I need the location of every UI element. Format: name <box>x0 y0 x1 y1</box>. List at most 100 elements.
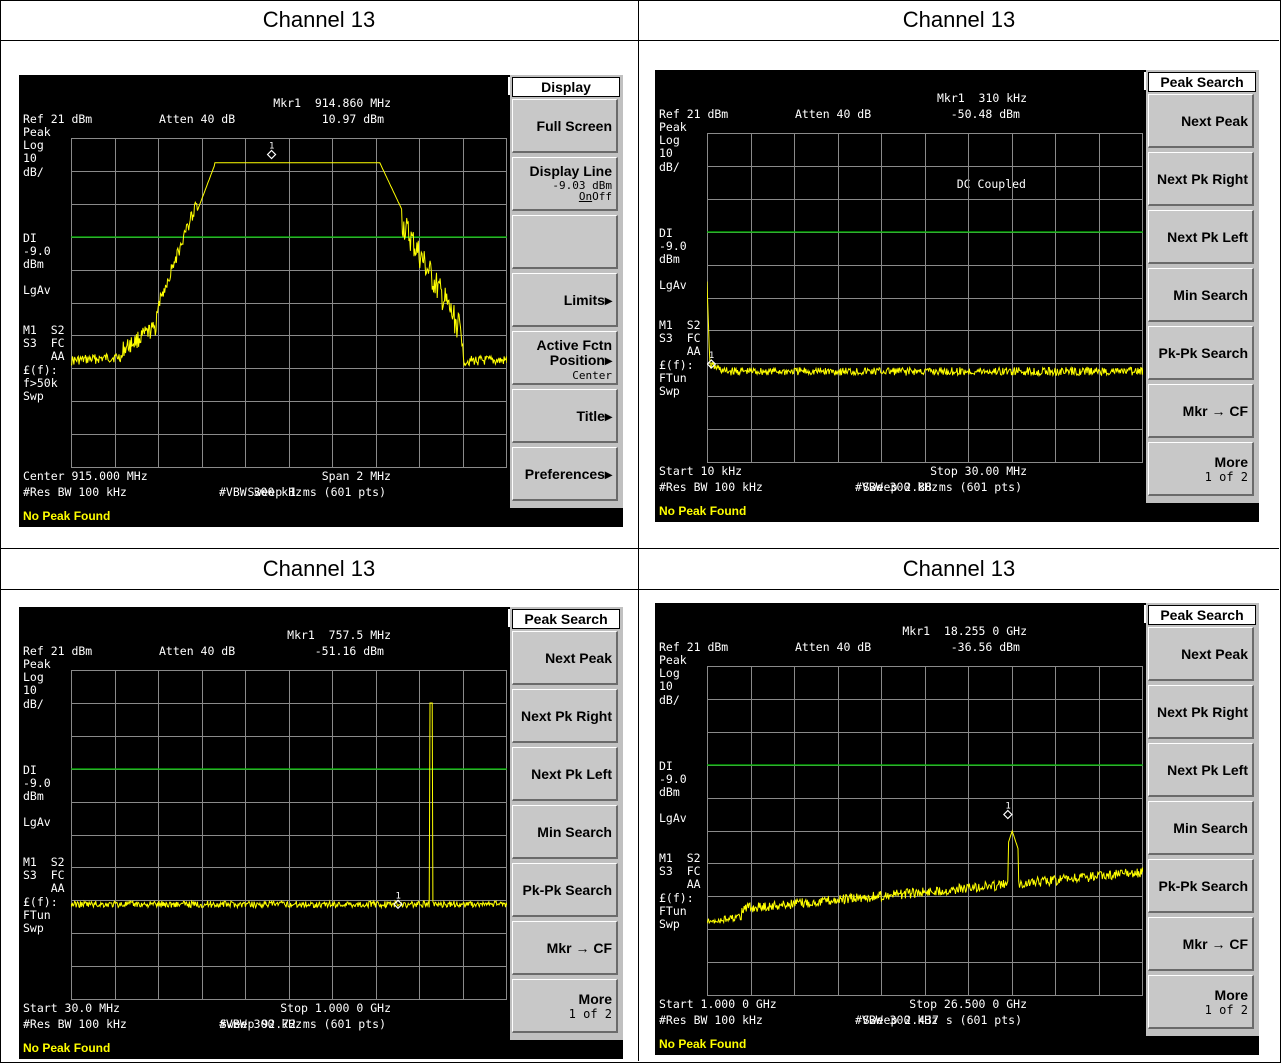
softkey-label: Min Search <box>1173 287 1248 303</box>
side-annotation: S3 FC <box>659 864 701 879</box>
side-annotation: f>50k <box>23 375 58 390</box>
resolution-bandwidth: #Res BW 100 kHz <box>23 485 127 499</box>
on-off-toggle[interactable]: On Off <box>517 190 612 203</box>
softkey-button[interactable]: Next Pk Left <box>512 747 618 801</box>
spectrum-plot: 1 <box>71 138 507 468</box>
side-annotation: dBm <box>23 257 44 271</box>
cell-title-divider <box>0 40 638 41</box>
softkey-button[interactable]: Preferences▸ <box>512 447 618 501</box>
softkey-button[interactable]: Next Pk Left <box>1148 210 1254 264</box>
side-annotation: Peak <box>23 657 51 671</box>
softkey-label: Next Pk Right <box>1156 171 1248 187</box>
side-annotation: £(f): <box>23 894 58 909</box>
softkey-value: -9.03 dBm <box>552 179 612 192</box>
cell-title-divider <box>639 40 1279 41</box>
side-annotation: DI <box>23 230 37 245</box>
side-annotation: DI <box>23 762 37 777</box>
start-frequency: Start 10 kHz <box>659 464 743 478</box>
side-annotation: Swp <box>659 917 680 931</box>
menu-title: Peak Search <box>1148 605 1256 625</box>
softkey-button[interactable]: Next Pk Right <box>512 689 618 743</box>
start-frequency: Center 915.000 MHz <box>23 469 148 483</box>
cell-title-divider <box>639 589 1279 590</box>
reference-level: Ref 21 dBm <box>23 112 93 126</box>
side-annotation: dB/ <box>23 696 44 711</box>
spectrum-trace <box>71 702 507 910</box>
softkey-button[interactable]: Title▸ <box>512 389 618 443</box>
softkey-button[interactable]: Next Pk Right <box>1148 685 1254 739</box>
marker-number: 1 <box>269 142 274 152</box>
stop-frequency: Stop 1.000 0 GHz <box>280 1001 391 1015</box>
softkey-button[interactable]: Next Peak <box>512 631 618 685</box>
side-annotation: DI <box>659 758 673 773</box>
side-annotation: FTun <box>23 907 51 922</box>
softkey-page: 1 of 2 <box>568 1007 612 1021</box>
softkey-label: Mkr → CF <box>1182 936 1248 952</box>
sweep-time: Sweep 2.437 s (601 pts) <box>862 1013 1022 1027</box>
sweep-time: Sweep 2.88 ms (601 pts) <box>862 480 1022 494</box>
softkey-panel: Peak Search Next Peak Next Pk Right Next Pk… <box>510 607 623 1040</box>
analyzer-screenshot: ✲AgilentR TMkr1 18.255 0 GHz-36.56 dBmRe… <box>655 603 1259 1055</box>
softkey-label: Preferences▸ <box>524 466 612 482</box>
toggle-on: On <box>578 190 593 203</box>
softkey-button[interactable]: Limits▸ <box>512 273 618 327</box>
softkey-button[interactable]: Next Peak <box>1148 94 1254 148</box>
softkey-button[interactable]: More 1 of 2 <box>1148 442 1254 496</box>
softkey-button[interactable]: Display Line -9.03 dBm On Off <box>512 157 618 211</box>
cell-title: Channel 13 <box>902 556 1016 581</box>
softkey-button[interactable]: Min Search <box>512 805 618 859</box>
side-annotation: LgAv <box>23 815 51 830</box>
softkey-button[interactable]: More 1 of 2 <box>1148 975 1254 1029</box>
side-annotation: S3 FC <box>659 331 701 346</box>
side-annotation: AA <box>659 877 701 892</box>
marker-frequency: Mkr1 757.5 MHz <box>287 628 391 642</box>
softkey-label: Next Pk Left <box>531 766 612 782</box>
start-frequency: Start 1.000 0 GHz <box>659 997 777 1011</box>
stop-frequency: Span 2 MHz <box>321 469 391 483</box>
softkey-label: Min Search <box>1173 820 1248 836</box>
side-annotation: -9.0 <box>659 238 687 253</box>
side-annotation: 10 <box>23 151 37 166</box>
table-row-divider <box>0 548 1279 549</box>
softkey-button[interactable]: Mkr → CF <box>512 921 618 975</box>
menu-title: Peak Search <box>1148 72 1256 92</box>
softkey-label: Mkr → CF <box>1182 403 1248 419</box>
softkey-button[interactable]: Next Peak <box>1148 627 1254 681</box>
spectrum-trace <box>707 281 1143 378</box>
softkey-button[interactable]: Pk-Pk Search <box>1148 859 1254 913</box>
softkey-button[interactable]: Min Search <box>1148 268 1254 322</box>
softkey-button[interactable]: Next Pk Left <box>1148 743 1254 797</box>
softkey-button[interactable]: Pk-Pk Search <box>512 863 618 917</box>
softkey-button[interactable]: Pk-Pk Search <box>1148 326 1254 380</box>
softkey-label: Pk-Pk Search <box>1158 878 1249 894</box>
side-annotation: LgAv <box>23 283 51 298</box>
side-annotation: £(f): <box>659 357 694 372</box>
side-annotation: £(f): <box>659 890 694 905</box>
side-annotation: dBm <box>23 789 44 803</box>
side-annotation: Log <box>23 138 44 153</box>
marker-level: -36.56 dBm <box>950 640 1020 654</box>
spectrum-plot: 1 <box>707 133 1143 463</box>
marker-diamond-icon <box>707 359 717 369</box>
marker-number: 1 <box>709 351 714 361</box>
softkey-label-line1: Active Fctn <box>536 337 612 353</box>
softkey-label: Next Pk Right <box>520 708 612 724</box>
softkey-button[interactable]: Mkr → CF <box>1148 384 1254 438</box>
softkey-button[interactable]: Active Fctn Position▸ Center <box>512 331 618 385</box>
softkey-label: Min Search <box>537 824 612 840</box>
softkey-label: More <box>1214 987 1248 1003</box>
attenuation: Atten 40 dB <box>159 112 236 126</box>
softkey-button[interactable] <box>512 215 618 269</box>
softkey-button[interactable]: Next Pk Right <box>1148 152 1254 206</box>
softkey-page: 1 of 2 <box>1204 470 1248 484</box>
softkey-button[interactable]: More 1 of 2 <box>512 979 618 1033</box>
softkey-button[interactable]: Min Search <box>1148 801 1254 855</box>
softkey-button[interactable]: Full Screen <box>512 99 618 153</box>
status-message: No Peak Found <box>19 508 623 525</box>
softkey-button[interactable]: Mkr → CF <box>1148 917 1254 971</box>
attenuation: Atten 40 dB <box>795 640 872 654</box>
cell-title: Channel 13 <box>262 7 376 32</box>
marker-frequency: Mkr1 310 kHz <box>936 91 1027 105</box>
